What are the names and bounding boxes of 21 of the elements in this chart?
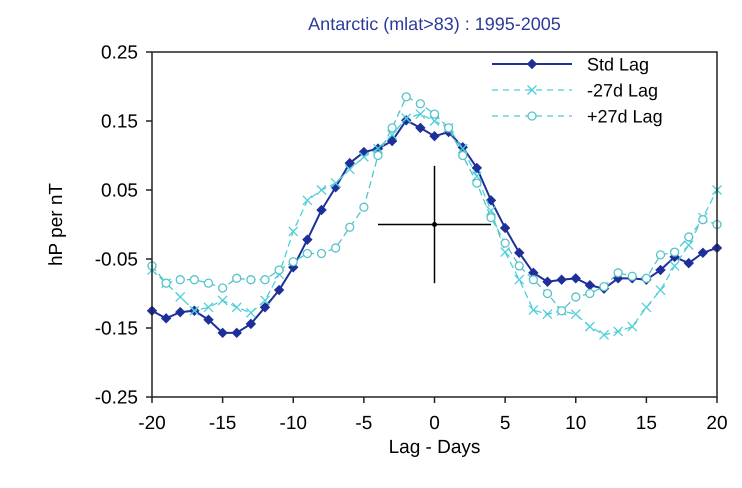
x-tick-label: 0 [429, 413, 440, 434]
y-tick-label: -0.05 [94, 250, 138, 271]
x-tick-label: -10 [280, 413, 307, 434]
y-tick-label: -0.15 [94, 318, 138, 340]
legend-label: -27d Lag [587, 80, 658, 100]
y-tick-label: 0.25 [101, 42, 138, 64]
x-tick-label: 10 [565, 413, 586, 434]
x-tick-label: 5 [500, 413, 510, 434]
y-axis-title: hP per nT [46, 182, 67, 266]
chart-title: Antarctic (mlat>83) : 1995-2005 [308, 14, 561, 34]
x-tick-label: 20 [706, 413, 728, 434]
legend-label: Std Lag [587, 54, 650, 74]
x-tick-label: -20 [138, 413, 166, 434]
y-tick-label: -0.25 [94, 388, 138, 409]
legend-label: +27d Lag [587, 106, 663, 126]
x-tick-label: -15 [208, 413, 236, 434]
x-tick-label: 15 [636, 413, 657, 434]
y-tick-label: 0.05 [101, 180, 138, 202]
y-tick-label: 0.15 [101, 112, 138, 133]
x-tick-label: -5 [355, 413, 372, 434]
x-axis-title: Lag - Days [388, 437, 480, 458]
